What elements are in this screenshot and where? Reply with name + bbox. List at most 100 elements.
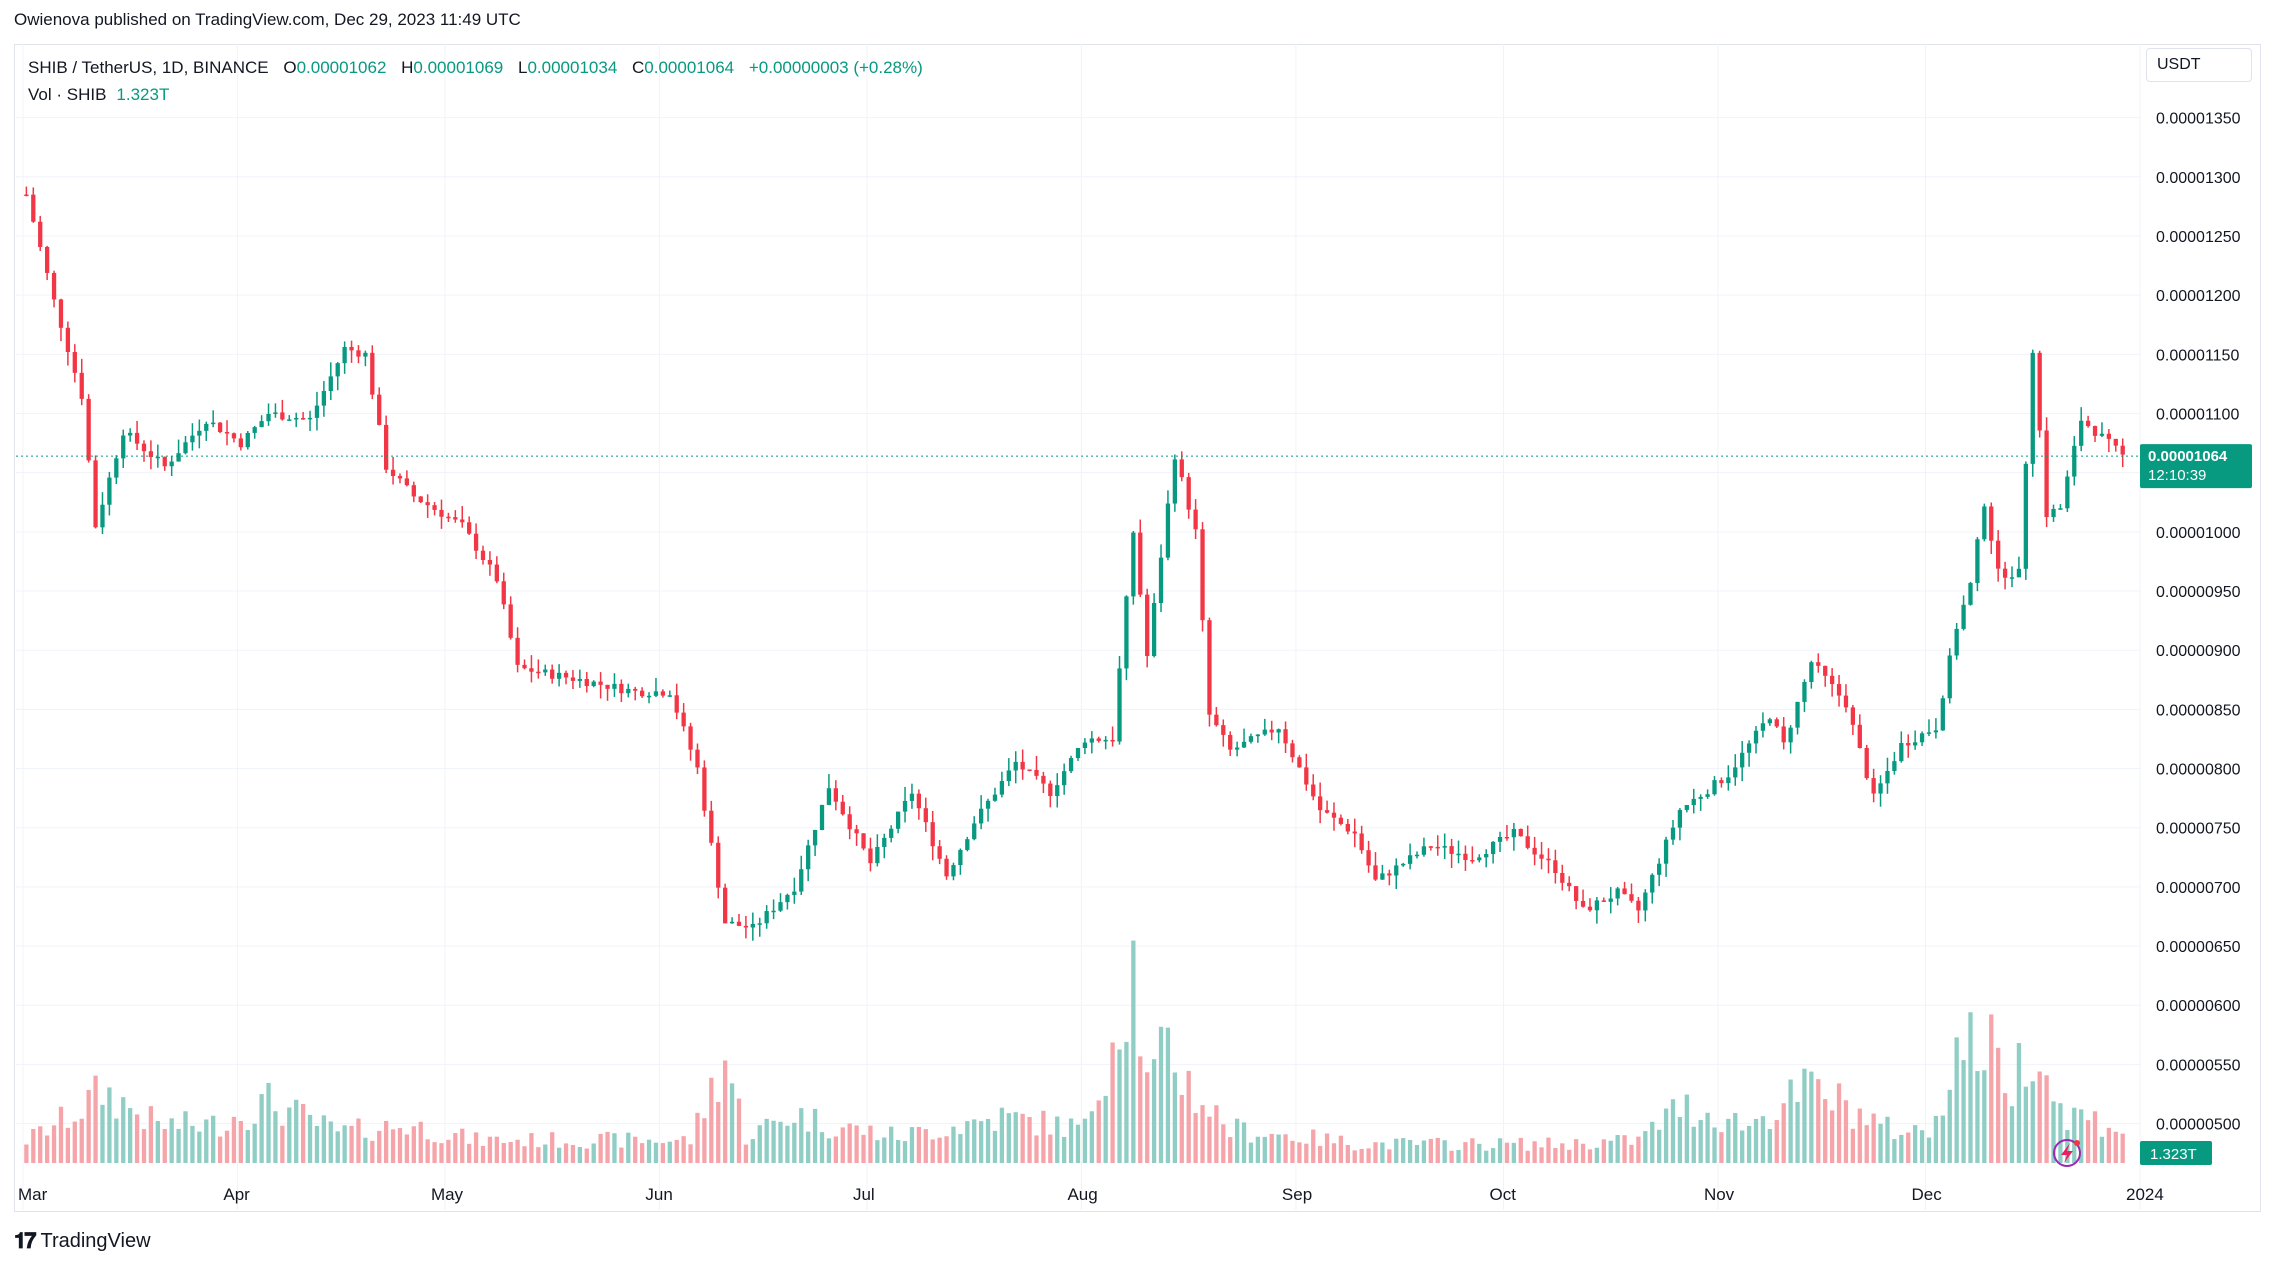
candle-body	[1857, 724, 1862, 748]
candle-body	[58, 299, 64, 328]
volume-bar	[2023, 1086, 2028, 1163]
symbol-label[interactable]: SHIB / TetherUS, 1D, BINANCE	[28, 58, 269, 77]
volume-bar	[1352, 1150, 1357, 1163]
currency-button[interactable]: USDT	[2146, 48, 2252, 82]
volume-bar	[1546, 1137, 1551, 1163]
y-tick-label: 0.00000900	[2156, 643, 2241, 660]
volume-bar	[2099, 1136, 2105, 1163]
volume-bar	[757, 1125, 762, 1163]
y-tick-label: 0.00000550	[2156, 1057, 2241, 1074]
candle-body	[1283, 729, 1288, 744]
candle-body	[1573, 886, 1579, 901]
volume-bar	[2044, 1075, 2049, 1163]
volume-bar	[1304, 1143, 1309, 1163]
candle-body	[2044, 430, 2049, 518]
volume-bar	[1670, 1099, 1676, 1163]
candle-body	[266, 413, 271, 422]
volume-bar	[1449, 1150, 1454, 1163]
time-axis: Mar Apr May Jun Jul Aug Sep Oct Nov Dec 2024	[18, 1185, 2164, 1204]
candle-body	[1705, 794, 1710, 797]
volume-bar	[1020, 1113, 1025, 1163]
volume-bar	[1740, 1130, 1745, 1163]
volume-bar	[1504, 1142, 1510, 1163]
candle-body	[169, 461, 174, 467]
volume-bar	[1511, 1142, 1517, 1163]
volume-bar	[1760, 1116, 1766, 1163]
candle-body	[1989, 506, 1994, 541]
footer-brand[interactable]: 𝟏𝟕 TradingView	[14, 1228, 151, 1254]
volume-bar	[294, 1099, 299, 1163]
volume-bar	[1179, 1094, 1184, 1163]
y-tick-label: 0.00000750	[2156, 821, 2241, 838]
volume-bar	[1096, 1100, 1101, 1163]
candle-body	[826, 788, 832, 805]
volume-bar	[487, 1136, 493, 1163]
candle-body	[1906, 742, 1911, 746]
volume-bar	[563, 1143, 569, 1163]
volume-bar	[646, 1139, 652, 1163]
candle-body	[889, 828, 894, 838]
volume-bar	[633, 1136, 638, 1163]
candle-body	[992, 794, 998, 801]
candles	[24, 186, 2125, 941]
candle-body	[1165, 503, 1171, 558]
x-tick-label: Jul	[853, 1185, 875, 1204]
volume-bar	[1401, 1138, 1406, 1163]
volume-bar	[653, 1142, 659, 1163]
volume-bar	[377, 1130, 382, 1163]
volume-bar	[1622, 1135, 1627, 1163]
volume-bar	[1214, 1105, 1219, 1163]
volume-bar	[612, 1133, 617, 1163]
candle-body	[723, 887, 728, 924]
volume-bar	[1532, 1141, 1537, 1163]
volume-bar	[902, 1141, 908, 1163]
candle-body	[985, 800, 991, 809]
candle-body	[1490, 841, 1496, 855]
candle-body	[2120, 445, 2125, 455]
high-key: H	[401, 58, 414, 77]
candle-body	[377, 394, 382, 425]
x-tick-label: Dec	[1912, 1185, 1943, 1204]
volume-bar	[1733, 1112, 1738, 1163]
candle-body	[1228, 734, 1233, 750]
volume-bar	[1290, 1140, 1295, 1163]
candle-body	[1615, 888, 1620, 899]
candle-body	[273, 412, 278, 414]
volume-bar	[1248, 1142, 1254, 1163]
candle-body	[93, 460, 98, 528]
candle-body	[1982, 506, 1987, 540]
volume-bar	[2113, 1131, 2118, 1163]
volume-bar	[1746, 1125, 1752, 1163]
volume-bar	[1477, 1143, 1482, 1163]
volume-bar	[785, 1125, 790, 1163]
volume-bar	[1027, 1116, 1032, 1163]
candle-body	[1663, 839, 1669, 864]
volume-bar	[1525, 1150, 1530, 1163]
candle-body	[314, 405, 320, 418]
volume-bar	[2085, 1120, 2091, 1163]
candle-body	[280, 412, 285, 420]
price-axis: 0.00001350 0.00001300 0.00001250 0.00001200…	[2156, 111, 2241, 1134]
candle-body	[1449, 846, 1454, 854]
candle-body	[404, 478, 410, 486]
volume-bar	[1878, 1123, 1883, 1163]
volume-bar	[736, 1098, 742, 1163]
candle-body	[1477, 857, 1482, 861]
volume-bar	[826, 1138, 832, 1163]
volume-label[interactable]: Vol · SHIB	[28, 85, 107, 104]
volume-bar	[432, 1142, 437, 1163]
candle-body	[854, 829, 859, 834]
volume-bar	[65, 1127, 71, 1163]
candle-body	[812, 829, 818, 846]
volume-bar	[1034, 1135, 1039, 1163]
volume-bar	[1075, 1124, 1081, 1163]
candle-body	[771, 910, 776, 913]
candle-body	[190, 435, 195, 443]
candle-body	[1172, 459, 1178, 504]
volume-bar	[2120, 1133, 2125, 1163]
y-tick-label: 0.00001350	[2156, 111, 2241, 128]
volume-bar	[397, 1128, 403, 1163]
volume-bar	[1380, 1142, 1385, 1163]
volume-bar	[287, 1107, 292, 1163]
